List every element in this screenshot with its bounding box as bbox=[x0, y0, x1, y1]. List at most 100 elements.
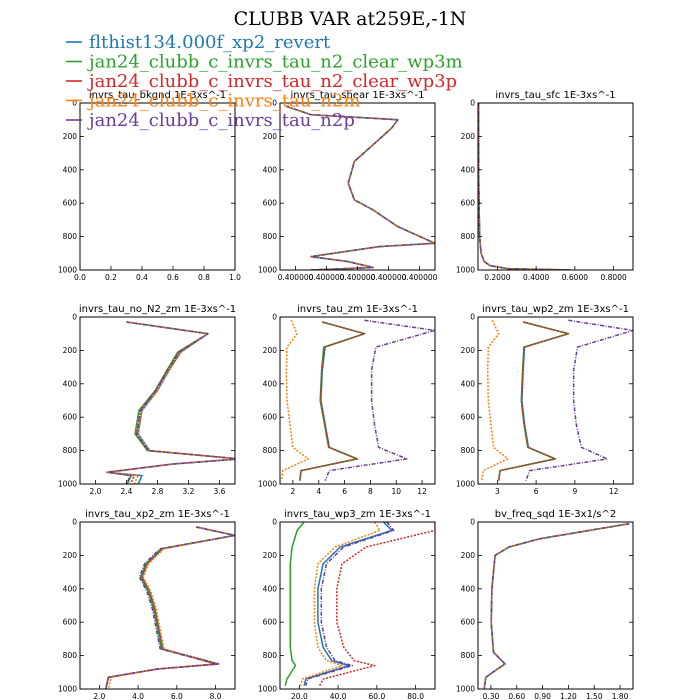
panel-5: invrs_tau_zm 1E-3xs^-1 0 200 400 600 800 1000 2… bbox=[258, 304, 436, 496]
legend-label: jan24_clubb_c_invrs_tau_n2_clear_wp3m bbox=[87, 52, 463, 73]
panel-title: invrs_tau_shear 1E-3xs^-1 bbox=[291, 90, 425, 101]
panel-title: invrs_tau_wp2_zm 1E-3xs^-1 bbox=[482, 304, 629, 315]
panel-6: invrs_tau_wp2_zm 1E-3xs^-1 0 200 400 600 800 1… bbox=[456, 304, 634, 496]
legend-entry: flthist134.000f_xp2_revert bbox=[66, 32, 331, 53]
legend-entry: jan24_clubb_c_invrs_tau_n2_clear_wp3m bbox=[66, 52, 463, 73]
series-group bbox=[106, 321, 235, 484]
y-tick-label: 200 bbox=[63, 346, 78, 355]
series-line-3 bbox=[318, 522, 435, 687]
legend-entry: jan24_clubb_c_invrs_tau_n2m bbox=[66, 91, 360, 112]
figure-title: CLUBB VAR at259E,-1N bbox=[234, 8, 467, 30]
y-tick-label: 0 bbox=[470, 518, 475, 527]
panel-title: invrs_tau_wp3_zm 1E-3xs^-1 bbox=[284, 509, 431, 520]
legend-label: jan24_clubb_c_invrs_tau_n2p bbox=[87, 110, 355, 131]
x-tick-label: 8.0 bbox=[210, 692, 222, 700]
y-tick-label: 1000 bbox=[456, 480, 475, 489]
x-tick-label: 0.0 bbox=[74, 273, 86, 282]
series-line-4 bbox=[299, 522, 381, 686]
series-group bbox=[105, 526, 235, 689]
y-tick-label: 200 bbox=[63, 551, 78, 560]
series-line-2 bbox=[298, 321, 366, 481]
y-tick-label: 600 bbox=[461, 413, 476, 422]
x-tick-label: 80.0 bbox=[407, 692, 424, 700]
x-tick-label: 9 bbox=[572, 487, 577, 496]
series-group bbox=[483, 522, 630, 689]
series-line-5 bbox=[478, 103, 572, 270]
legend-entry: jan24_clubb_c_invrs_tau_n2p bbox=[66, 110, 355, 131]
y-tick-label: 1000 bbox=[258, 266, 277, 275]
x-tick-label: 2.0 bbox=[93, 692, 105, 700]
series-line-3 bbox=[497, 321, 570, 481]
x-tick-label: 0.2000 bbox=[484, 273, 510, 282]
series-group bbox=[478, 103, 572, 270]
plot-frame bbox=[279, 521, 436, 690]
x-tick-label: 0.2 bbox=[105, 273, 117, 282]
x-tick-label: 1.20 bbox=[560, 692, 577, 700]
panel-3: invrs_tau_sfc 1E-3xs^-1 0 200 400 600 800 1000… bbox=[456, 90, 634, 282]
x-tick-label: 12 bbox=[417, 487, 427, 496]
series-line-4 bbox=[481, 319, 509, 481]
series-line-2 bbox=[105, 526, 235, 689]
y-tick-label: 800 bbox=[263, 651, 278, 660]
x-tick-label: 3.6 bbox=[214, 487, 226, 496]
y-tick-label: 1000 bbox=[58, 685, 77, 694]
y-tick-label: 200 bbox=[461, 346, 476, 355]
y-tick-label: 600 bbox=[263, 199, 278, 208]
y-tick-label: 0 bbox=[470, 99, 475, 108]
y-tick-label: 0 bbox=[72, 313, 77, 322]
x-tick-label: 10 bbox=[391, 487, 401, 496]
series-line-1 bbox=[497, 321, 570, 481]
legend-entry: jan24_clubb_c_invrs_tau_n2_clear_wp3p bbox=[66, 71, 457, 92]
series-line-2 bbox=[284, 522, 305, 686]
x-tick-label: 6 bbox=[342, 487, 347, 496]
plot-frame bbox=[279, 316, 436, 485]
y-tick-label: 400 bbox=[63, 165, 78, 174]
x-tick-label: 2.4 bbox=[121, 487, 133, 496]
x-tick-label: 0.8000 bbox=[601, 273, 627, 282]
y-tick-label: 400 bbox=[63, 379, 78, 388]
x-tick-label: 0.30 bbox=[483, 692, 500, 700]
y-tick-label: 200 bbox=[263, 132, 278, 141]
series-line-5 bbox=[285, 105, 435, 270]
y-tick-label: 600 bbox=[263, 618, 278, 627]
x-tick-label: 6.0 bbox=[171, 692, 183, 700]
series-line-1 bbox=[478, 103, 572, 270]
panel-title: bv_freq_sqd 1E-3x1/s^2 bbox=[495, 509, 617, 520]
x-tick-label: 0.400000 bbox=[371, 273, 407, 282]
y-tick-label: 400 bbox=[461, 165, 476, 174]
x-tick-label: 0.90 bbox=[534, 692, 551, 700]
series-line-2 bbox=[478, 103, 572, 270]
y-tick-label: 1000 bbox=[456, 685, 475, 694]
y-tick-label: 400 bbox=[461, 584, 476, 593]
x-tick-label: 2.0 bbox=[90, 487, 102, 496]
series-line-5 bbox=[525, 319, 633, 481]
plot-frame bbox=[477, 102, 634, 271]
x-tick-label: 0.400000 bbox=[340, 273, 376, 282]
y-tick-label: 200 bbox=[461, 551, 476, 560]
plot-frame bbox=[477, 521, 634, 690]
panel-title: invrs_tau_no_N2_zm 1E-3xs^-1 bbox=[79, 304, 236, 315]
x-tick-label: 20.0 bbox=[291, 692, 308, 700]
series-group bbox=[481, 319, 633, 481]
x-tick-label: 4 bbox=[316, 487, 321, 496]
y-tick-label: 600 bbox=[263, 413, 278, 422]
y-tick-label: 1000 bbox=[58, 266, 77, 275]
y-tick-label: 0 bbox=[272, 313, 277, 322]
x-tick-label: 0.60 bbox=[508, 692, 525, 700]
panel-title: invrs_tau_xp2_zm 1E-3xs^-1 bbox=[85, 509, 230, 520]
y-tick-label: 800 bbox=[461, 232, 476, 241]
y-tick-label: 600 bbox=[63, 413, 78, 422]
series-line-5 bbox=[483, 522, 630, 689]
panel-title: invrs_tau_sfc 1E-3xs^-1 bbox=[495, 90, 615, 101]
plot-frame bbox=[79, 521, 236, 690]
y-tick-label: 1000 bbox=[58, 480, 77, 489]
y-tick-label: 1000 bbox=[456, 266, 475, 275]
y-tick-label: 1000 bbox=[258, 685, 277, 694]
plot-frame bbox=[79, 102, 236, 271]
series-line-5 bbox=[105, 526, 235, 689]
series-line-5 bbox=[305, 522, 395, 686]
legend-label: jan24_clubb_c_invrs_tau_n2_clear_wp3p bbox=[87, 71, 457, 92]
x-tick-label: 0.6000 bbox=[562, 273, 588, 282]
y-tick-label: 600 bbox=[461, 618, 476, 627]
y-tick-label: 400 bbox=[63, 584, 78, 593]
